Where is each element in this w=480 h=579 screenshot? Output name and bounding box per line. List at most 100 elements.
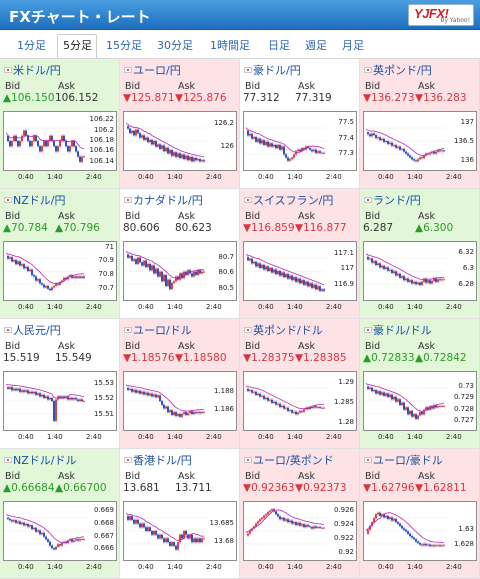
pair-name-link[interactable]: 人民元/円 — [4, 322, 61, 338]
candle-body — [17, 521, 19, 523]
mini-chart[interactable]: 106.22 106.2 106.18 106.16 106.14 — [3, 111, 117, 171]
pair-name-link[interactable]: 香港ドル/円 — [124, 452, 192, 468]
pair-card-nzd-usd[interactable]: NZドル/ドル Bid Ask ▲0.66684 ▲0.66700 0.669 0… — [0, 449, 120, 579]
candle-body — [397, 273, 399, 276]
pair-card-eur-jpy[interactable]: ユーロ/円 Bid Ask ▼125.871 ▼125.876 126.2 126… — [120, 59, 240, 189]
tab-30min[interactable]: 30分足 — [157, 39, 193, 52]
candle-body — [143, 391, 145, 395]
ask-label: Ask — [178, 341, 195, 352]
candle-body — [259, 263, 261, 268]
candle-body — [269, 510, 271, 513]
pair-card-zar-jpy[interactable]: ランド/円 Bid Ask 6.287 ▲6.300 6.32 6.3 6.28 0… — [360, 189, 480, 319]
candle-body — [373, 133, 375, 136]
pair-name-link[interactable]: 米ドル/円 — [4, 62, 61, 78]
mini-chart[interactable]: 77.5 77.4 77.3 — [243, 111, 357, 171]
mini-chart[interactable]: 0.669 0.668 0.667 0.666 — [3, 501, 117, 561]
candle-body — [289, 275, 291, 279]
pair-card-gbp-usd[interactable]: 英ポンド/ドル Bid Ask ▼1.28375 ▼1.28385 1.29 1.… — [240, 319, 360, 449]
pair-card-aud-jpy[interactable]: 豪ドル/円 Bid Ask 77.312 77.319 77.5 77.4 77.3… — [240, 59, 360, 189]
candle-body — [11, 257, 13, 262]
candle-body — [185, 531, 187, 535]
candle-body — [443, 545, 445, 547]
tab-1hour[interactable]: 1時間足 — [210, 39, 250, 52]
pair-card-hkd-jpy[interactable]: 香港ドル/円 Bid Ask 13.681 13.711 13.685 13.68… — [120, 449, 240, 579]
candle-body — [163, 404, 165, 409]
ask-label: Ask — [58, 211, 75, 222]
pair-name-link[interactable]: スイスフラン/円 — [244, 192, 333, 208]
pair-card-usd-jpy[interactable]: 米ドル/円 Bid Ask ▲106.150 106.152 106.22 106… — [0, 59, 120, 189]
candle-body — [271, 509, 273, 511]
pair-name-link[interactable]: 豪ドル/ドル — [364, 322, 432, 338]
tab-5min[interactable]: 5分足 — [63, 39, 92, 52]
pair-name-link[interactable]: ユーロ/豪ドル — [364, 452, 443, 468]
candle-body — [41, 146, 43, 152]
candle-body — [321, 289, 323, 291]
pair-card-cad-jpy[interactable]: カナダドル/円 Bid Ask 80.606 80.623 80.7 80.6 80… — [120, 189, 240, 319]
pair-card-aud-usd[interactable]: 豪ドル/ドル Bid Ask ▲0.72833 ▲0.72842 0.73 0.7… — [360, 319, 480, 449]
pair-name-link[interactable]: ランド/円 — [364, 192, 421, 208]
pair-name-link[interactable]: ユーロ/円 — [124, 62, 181, 78]
bid-value: 6.287 — [363, 222, 394, 234]
tab-15min[interactable]: 15分足 — [106, 39, 142, 52]
mini-chart[interactable]: 13.685 13.68 — [123, 501, 237, 561]
candle-body — [41, 394, 43, 397]
candle-body — [407, 278, 409, 282]
mini-chart[interactable]: 1.188 1.186 — [123, 371, 237, 431]
mini-chart[interactable]: 15.53 15.52 15.51 — [3, 371, 117, 431]
pair-card-nzd-jpy[interactable]: NZドル/円 Bid Ask ▲70.784 ▲70.796 71 70.9 70.… — [0, 189, 120, 319]
pair-name-link[interactable]: 英ポンド/円 — [364, 62, 432, 78]
candle-body — [369, 258, 371, 260]
mini-chart[interactable]: 80.7 80.6 80.5 — [123, 241, 237, 301]
tab-monthly[interactable]: 月足 — [342, 39, 364, 52]
candle-body — [421, 411, 423, 415]
pair-name-link[interactable]: 英ポンド/ドル — [244, 322, 323, 338]
tab-daily[interactable]: 日足 — [268, 39, 290, 52]
pair-name-link[interactable]: NZドル/ドル — [4, 452, 76, 468]
tab-weekly[interactable]: 週足 — [305, 39, 327, 52]
pair-card-eur-usd[interactable]: ユーロ/ドル Bid Ask ▼1.18576 ▼1.18580 1.188 1.… — [120, 319, 240, 449]
mini-chart[interactable]: 0.73 0.729 0.728 0.727 — [363, 371, 477, 431]
candle-body — [181, 414, 183, 417]
pair-card-gbp-jpy[interactable]: 英ポンド/円 Bid Ask ▼136.273 ▼136.283 137 136.… — [360, 59, 480, 189]
yjfx-logo[interactable]: YJFX! by Yahoo! — [408, 4, 474, 26]
candle-body — [145, 260, 147, 268]
candle-body — [291, 157, 293, 160]
candle-body — [77, 276, 79, 278]
candle-body — [309, 148, 311, 150]
pair-name-link[interactable]: ユーロ/英ポンド — [244, 452, 334, 468]
candle-body — [157, 144, 159, 147]
mini-chart[interactable]: 1.63 1.628 — [363, 501, 477, 561]
candle-body — [315, 526, 317, 528]
mini-chart[interactable]: 137 136.5 136 — [363, 111, 477, 171]
pair-name: NZドル/円 — [13, 194, 66, 207]
x-tick-label: 1:40 — [407, 173, 423, 181]
mini-chart[interactable]: 0.926 0.924 0.922 0.92 — [243, 501, 357, 561]
candle-body — [35, 135, 37, 141]
mini-chart[interactable]: 126.2 126 — [123, 111, 237, 171]
candle-body — [77, 399, 79, 401]
mini-chart[interactable]: 6.32 6.3 6.28 — [363, 241, 477, 301]
pair-card-eur-aud[interactable]: ユーロ/豪ドル Bid Ask ▼1.62796 ▼1.62811 1.63 1.… — [360, 449, 480, 579]
pair-card-cny-jpy[interactable]: 人民元/円 Bid Ask 15.519 15.549 15.53 15.52 15… — [0, 319, 120, 449]
pair-name-link[interactable]: NZドル/円 — [4, 192, 65, 208]
tab-1min[interactable]: 1分足 — [17, 39, 46, 52]
candle-body — [169, 279, 171, 290]
candle-body — [391, 517, 393, 521]
mini-chart[interactable]: 117.1 117 116.9 — [243, 241, 357, 301]
pair-name-link[interactable]: 豪ドル/円 — [244, 62, 301, 78]
x-tick-label: 1:40 — [287, 433, 303, 441]
candle-body — [185, 155, 187, 160]
pair-card-chf-jpy[interactable]: スイスフラン/円 Bid Ask ▼116.859 ▼116.877 117.1… — [240, 189, 360, 319]
y-tick-label: 106.14 — [89, 156, 115, 165]
candle-body — [269, 399, 271, 401]
mini-chart[interactable]: 71 70.9 70.8 70.7 — [3, 241, 117, 301]
candle-body — [291, 275, 293, 281]
pair-card-eur-gbp[interactable]: ユーロ/英ポンド Bid Ask ▼0.92363 ▼0.92373 0.926… — [240, 449, 360, 579]
candle-body — [49, 135, 51, 141]
pair-name-link[interactable]: カナダドル/円 — [124, 192, 203, 208]
candle-body — [39, 279, 41, 284]
mini-chart[interactable]: 1.29 1.285 1.28 — [243, 371, 357, 431]
candle-body — [83, 539, 85, 541]
pair-name-link[interactable]: ユーロ/ドル — [124, 322, 192, 338]
flag-icon — [364, 197, 372, 203]
